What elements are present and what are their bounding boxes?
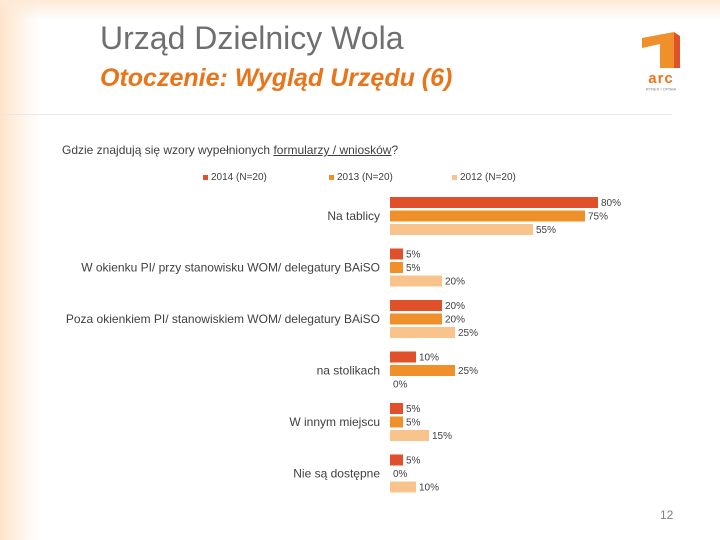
legend-item-2013: 2013 (N=20) <box>329 172 393 183</box>
data-label: 25% <box>458 366 478 377</box>
question-text-start: Gdzie znajdują się wzory wypełnionych <box>62 143 274 157</box>
category-label: W innym miejscu <box>289 415 380 429</box>
data-label: 5% <box>406 456 421 467</box>
bar <box>390 327 455 338</box>
bar <box>390 416 403 428</box>
legend-item-2012: 2012 (N=20) <box>452 172 516 183</box>
bar <box>390 262 403 273</box>
data-label: 5% <box>406 250 421 261</box>
data-label: 75% <box>588 212 608 223</box>
logo-text: arc <box>648 70 674 87</box>
survey-question: Gdzie znajdują się wzory wypełnionych fo… <box>62 143 398 157</box>
logo-tagline: RYNEK I OPINIA <box>646 87 677 92</box>
bar <box>390 454 403 466</box>
bar <box>390 275 442 287</box>
data-label: 5% <box>406 263 421 274</box>
bar <box>390 210 585 222</box>
question-text-underlined: formularzy / wniosków <box>273 143 392 157</box>
bar <box>390 300 442 311</box>
arc-logo: arc RYNEK I OPINIA <box>642 32 680 92</box>
data-label: 20% <box>445 301 465 312</box>
bar <box>390 248 403 260</box>
question-text-end: ? <box>391 143 399 157</box>
data-label: 0% <box>393 469 408 480</box>
legend-swatch-2014 <box>203 174 208 180</box>
header-divider <box>0 114 672 115</box>
legend-swatch-2013 <box>329 174 334 180</box>
bar <box>390 224 533 235</box>
category-label: Nie są dostępne <box>293 467 380 481</box>
data-label: 10% <box>419 353 439 364</box>
category-label: na stolikach <box>317 364 380 378</box>
data-label: 25% <box>458 328 478 339</box>
bar <box>390 481 416 493</box>
data-label: 5% <box>406 418 421 429</box>
category-label: Poza okienkiem PI/ stanowiskiem WOM/ del… <box>66 312 380 326</box>
legend-item-2014: 2014 (N=20) <box>203 172 267 183</box>
data-label: 0% <box>393 380 408 391</box>
category-label: Na tablicy <box>327 209 380 223</box>
category-label: W okienku PI/ przy stanowisku WOM/ deleg… <box>81 261 380 275</box>
bar <box>390 365 455 376</box>
bar <box>390 403 403 414</box>
top-edge-gradient <box>0 0 720 20</box>
bar <box>390 313 442 325</box>
bar <box>390 430 429 441</box>
page-title: Urząd Dzielnicy Wola <box>100 20 404 56</box>
legend-label-2014: 2014 (N=20) <box>211 172 267 183</box>
data-label: 80% <box>601 198 621 209</box>
data-label: 20% <box>445 315 465 326</box>
bar <box>390 197 598 208</box>
data-label: 20% <box>445 277 465 288</box>
legend-swatch-2012 <box>452 174 457 180</box>
legend-label-2013: 2013 (N=20) <box>337 172 393 183</box>
data-label: 5% <box>406 404 421 415</box>
page-number: 12 <box>660 508 674 522</box>
page-subtitle: Otoczenie: Wygląd Urzędu (6) <box>100 64 453 92</box>
bar <box>390 351 416 363</box>
legend-label-2012: 2012 (N=20) <box>460 172 516 183</box>
left-edge-gradient <box>0 0 40 540</box>
data-label: 55% <box>536 225 556 236</box>
data-label: 10% <box>419 483 439 494</box>
data-label: 15% <box>432 431 452 442</box>
